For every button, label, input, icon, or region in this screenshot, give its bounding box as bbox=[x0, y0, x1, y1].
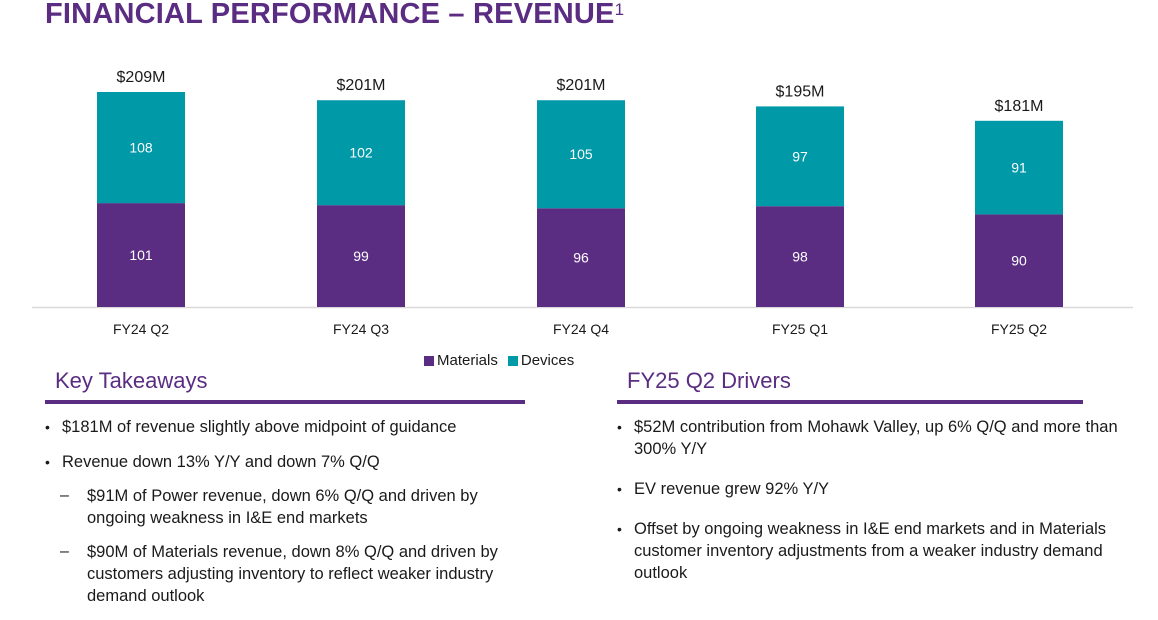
sub-list-item: $90M of Materials revenue, down 8% Q/Q a… bbox=[45, 541, 525, 607]
data-label-materials: 99 bbox=[353, 248, 369, 264]
drivers-panel: FY25 Q2 Drivers $52M contribution from M… bbox=[617, 368, 1157, 602]
data-label-devices: 102 bbox=[349, 145, 373, 161]
bar-materials-0 bbox=[97, 203, 185, 307]
bar-devices-4 bbox=[975, 120, 1063, 215]
list-item: EV revenue grew 92% Y/Y bbox=[617, 478, 1157, 500]
sub-list-item: $91M of Power revenue, down 6% Q/Q and d… bbox=[45, 485, 525, 529]
data-label-devices: 108 bbox=[129, 140, 153, 156]
key-takeaways-panel: Key Takeaways $181M of revenue slightly … bbox=[45, 368, 525, 620]
x-tick-label: FY24 Q2 bbox=[113, 321, 169, 337]
sub-list: $91M of Power revenue, down 6% Q/Q and d… bbox=[60, 485, 525, 607]
total-label: $209M bbox=[117, 69, 166, 86]
total-label: $181M bbox=[995, 98, 1044, 115]
x-tick-label: FY24 Q4 bbox=[553, 321, 609, 337]
bar-materials-1 bbox=[317, 205, 405, 307]
heading-divider bbox=[617, 400, 1083, 404]
list-item-text: Revenue down 13% Y/Y and down 7% Q/Q bbox=[62, 453, 380, 471]
bar-devices-1 bbox=[317, 100, 405, 206]
list-item: $52M contribution from Mohawk Valley, up… bbox=[617, 416, 1157, 460]
bar-devices-0 bbox=[97, 92, 185, 204]
legend-item-devices: Devices bbox=[507, 352, 575, 369]
bar-devices-3 bbox=[756, 106, 844, 207]
data-label-materials: 98 bbox=[792, 249, 808, 265]
page-title-text: FINANCIAL PERFORMANCE – REVENUE bbox=[45, 0, 615, 30]
list-item: Offset by ongoing weakness in I&E end ma… bbox=[617, 518, 1157, 584]
legend-swatch-materials bbox=[424, 355, 434, 366]
list-item: Revenue down 13% Y/Y and down 7% Q/Q $91… bbox=[45, 451, 525, 607]
data-label-devices: 91 bbox=[1011, 160, 1027, 176]
total-label: $201M bbox=[337, 77, 386, 94]
x-tick-label: FY25 Q1 bbox=[772, 321, 828, 337]
data-label-materials: 101 bbox=[129, 247, 153, 263]
bar-materials-2 bbox=[537, 208, 625, 307]
drivers-heading: FY25 Q2 Drivers bbox=[627, 368, 791, 393]
bar-materials-4 bbox=[975, 214, 1063, 307]
page-title: FINANCIAL PERFORMANCE – REVENUE1 bbox=[45, 0, 624, 31]
data-label-devices: 97 bbox=[792, 148, 808, 164]
legend-label-materials: Materials bbox=[437, 352, 498, 369]
key-takeaways-list: $181M of revenue slightly above midpoint… bbox=[45, 416, 525, 607]
footnote-marker: 1 bbox=[614, 0, 625, 19]
legend-label-devices: Devices bbox=[520, 352, 575, 369]
total-label: $201M bbox=[557, 77, 606, 94]
legend-item-materials: Materials bbox=[424, 352, 498, 369]
revenue-chart: 101 108 $209M FY24 Q2 99 102 $201M FY24 Q3 96 105… bbox=[32, 69, 1133, 337]
bar-materials-3 bbox=[756, 206, 844, 307]
drivers-list: $52M contribution from Mohawk Valley, up… bbox=[617, 416, 1157, 584]
x-tick-label: FY25 Q2 bbox=[991, 321, 1047, 337]
heading-divider bbox=[45, 400, 525, 404]
list-item: $181M of revenue slightly above midpoint… bbox=[45, 416, 525, 438]
data-label-devices: 105 bbox=[569, 146, 593, 162]
bar-devices-2 bbox=[537, 100, 625, 209]
data-label-materials: 96 bbox=[573, 250, 589, 266]
key-takeaways-heading: Key Takeaways bbox=[55, 368, 208, 393]
x-tick-label: FY24 Q3 bbox=[333, 321, 389, 337]
chart-legend: Materials Devices bbox=[424, 352, 574, 369]
total-label: $195M bbox=[776, 83, 825, 100]
legend-swatch-devices bbox=[507, 355, 518, 366]
data-label-materials: 90 bbox=[1011, 253, 1027, 269]
